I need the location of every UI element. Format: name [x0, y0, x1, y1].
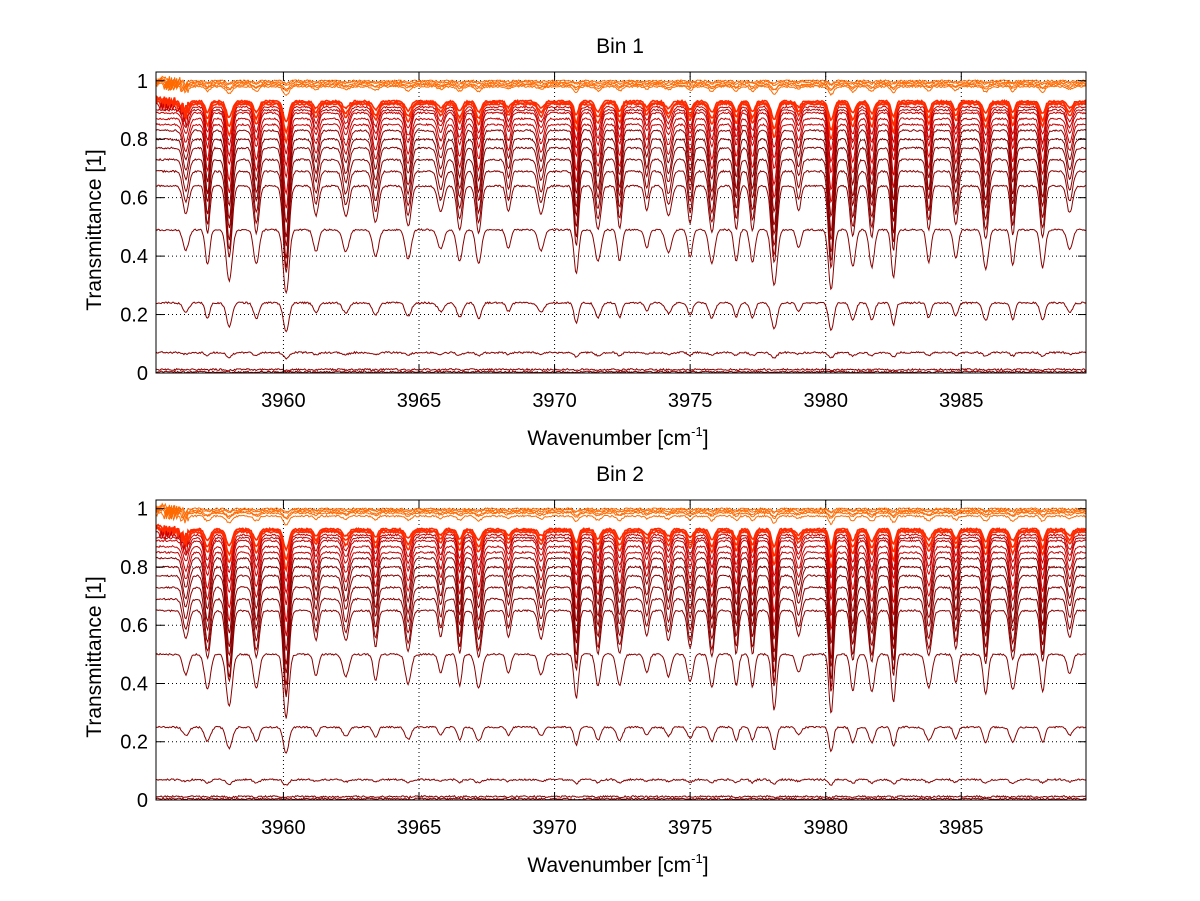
- series-line: [156, 565, 1086, 665]
- series-line: [156, 81, 1086, 97]
- series-line: [156, 184, 1086, 273]
- plot-area: [156, 502, 1086, 800]
- y-tick-label: 0.6: [120, 615, 148, 637]
- x-tick-label: 3975: [668, 817, 713, 839]
- series-line: [156, 550, 1086, 637]
- x-ticks: 3960 3965 3970 3975 3980 3985: [261, 72, 984, 412]
- series-line: [156, 526, 1086, 573]
- y-axis-label: Transmittance [1]: [83, 149, 106, 310]
- series-line: [156, 122, 1086, 209]
- x-tick-label: 3960: [261, 390, 306, 412]
- chart-bin-1: Bin 1 3960 3965 3970 3975 3980 3985 0 0.2 0.4 0.…: [83, 35, 1087, 450]
- series-line: [156, 508, 1086, 520]
- series-line: [156, 102, 1086, 155]
- x-tick-label: 3980: [803, 817, 848, 839]
- series-line: [156, 76, 1086, 89]
- x-tick-label: 3975: [668, 390, 713, 412]
- series-line: [156, 597, 1086, 695]
- series-line: [156, 137, 1086, 238]
- y-ticks: 0 0.2 0.4 0.6 0.8 1: [120, 499, 1086, 812]
- chart-bin-2: Bin 2 3960 3965 3970 3975 3980 3985 0 0.2 0.4 0.…: [83, 463, 1087, 877]
- series-line: [156, 585, 1086, 685]
- series-line: [156, 367, 1086, 372]
- x-tick-label: 3985: [939, 817, 984, 839]
- x-tick-label: 3985: [939, 390, 984, 412]
- axes-frame: [155, 71, 1087, 374]
- series-line: [156, 523, 1086, 552]
- chart-title: Bin 1: [596, 35, 644, 58]
- series-line: [156, 301, 1086, 333]
- series-line: [156, 99, 1086, 145]
- axes-frame: [155, 499, 1087, 801]
- y-tick-label: 0: [137, 363, 148, 385]
- y-tick-label: 1: [137, 71, 148, 93]
- series-line: [156, 116, 1086, 196]
- y-tick-label: 0.4: [120, 673, 148, 695]
- series-line: [156, 777, 1086, 786]
- y-ticks: 0 0.2 0.4 0.6 0.8 1: [120, 71, 1086, 385]
- y-tick-label: 0.2: [120, 732, 148, 754]
- series-line: [156, 169, 1086, 268]
- series-line: [156, 507, 1086, 519]
- series-line: [156, 725, 1086, 754]
- series-line: [156, 128, 1086, 223]
- series-line: [156, 502, 1086, 515]
- x-tick-label: 3960: [261, 817, 306, 839]
- series-line: [156, 525, 1086, 562]
- series-line: [156, 539, 1086, 605]
- series-line: [156, 530, 1086, 583]
- series-line: [156, 652, 1086, 719]
- x-axis-label: Wavenumber [cm-1]: [527, 851, 708, 877]
- series-line: [156, 797, 1086, 800]
- series-line: [156, 146, 1086, 247]
- y-tick-label: 0: [137, 790, 148, 812]
- series-line: [156, 504, 1086, 517]
- x-tick-label: 3980: [803, 390, 848, 412]
- series-line: [156, 794, 1086, 799]
- x-tick-label: 3970: [532, 390, 577, 412]
- series-line: [156, 573, 1086, 674]
- y-tick-label: 0.2: [120, 305, 148, 327]
- x-ticks: 3960 3965 3970 3975 3980 3985: [261, 500, 984, 839]
- y-tick-label: 0.6: [120, 188, 148, 210]
- series-line: [156, 556, 1086, 651]
- series-line: [156, 77, 1086, 91]
- series-line: [156, 157, 1086, 259]
- x-tick-label: 3965: [397, 817, 442, 839]
- x-tick-label: 3970: [532, 817, 577, 839]
- y-tick-label: 0.8: [120, 129, 148, 151]
- series-line: [156, 511, 1086, 526]
- series-line: [156, 79, 1086, 92]
- y-tick-label: 0.4: [120, 246, 148, 268]
- series-line: [156, 544, 1086, 622]
- y-axis-label: Transmittance [1]: [83, 576, 106, 737]
- series-line: [156, 95, 1086, 123]
- plot-area: [156, 75, 1086, 373]
- series-line: [156, 111, 1086, 179]
- series-line: [156, 75, 1086, 88]
- series-line: [156, 350, 1086, 360]
- x-tick-label: 3965: [397, 390, 442, 412]
- series-line: [156, 108, 1086, 168]
- series-line: [156, 536, 1086, 595]
- series-line: [156, 608, 1086, 698]
- chart-title: Bin 2: [596, 463, 644, 486]
- y-tick-label: 1: [137, 499, 148, 521]
- y-tick-label: 0.8: [120, 557, 148, 579]
- x-axis-label: Wavenumber [cm-1]: [527, 424, 708, 450]
- series-line: [156, 228, 1086, 295]
